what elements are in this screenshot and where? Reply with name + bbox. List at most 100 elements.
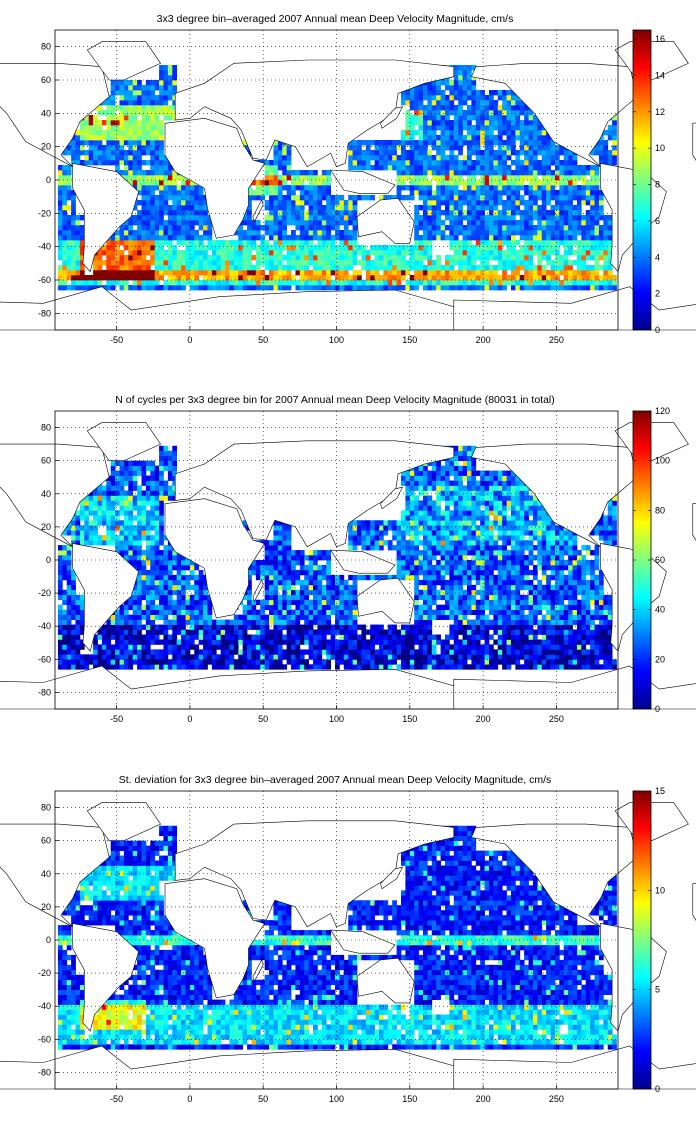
heat-cell [57,265,63,271]
heat-cell [532,165,538,171]
heat-cell [493,140,499,146]
heat-cell [145,210,151,216]
heat-cell [150,135,156,141]
heat-cell [106,520,112,526]
heat-cell [154,530,160,536]
heat-cell [524,260,529,266]
heat-cell [576,195,582,201]
heat-cell [203,634,208,640]
heat-cell [308,210,314,216]
heat-cell [247,200,252,206]
heat-cell [559,260,565,266]
heat-cell [176,639,182,645]
heat-cell [176,220,182,226]
heat-cell [84,285,90,291]
heat-cell [480,225,485,231]
heat-cell [572,205,578,211]
heat-cell [101,490,107,496]
heat-cell [57,584,63,591]
heat-cell [181,664,186,670]
heat-cell [572,195,578,201]
heat-cell [471,85,477,91]
heat-cell [154,145,160,151]
heat-cell [387,160,393,166]
heat-cell [273,170,279,176]
heat-cell [524,165,529,171]
heat-cell [71,644,76,650]
heat-cell [238,654,244,660]
heat-cell [286,594,292,601]
heat-cell [220,639,226,645]
heat-cell [71,280,76,286]
heat-cell [220,664,226,670]
heat-cell [405,125,411,131]
heat-cell [145,175,151,181]
heat-cell [150,80,156,86]
heat-cell [181,235,186,241]
heat-cell [93,160,98,166]
heat-cell [612,275,617,281]
heat-cell [62,644,68,650]
heat-cell [554,155,560,161]
heat-cell [93,649,98,655]
heat-cell [409,165,415,171]
y-tick-label: 20 [41,142,51,152]
heat-cell [181,225,186,231]
heat-cell [453,200,459,206]
heat-cell [418,150,424,156]
heat-cell [374,280,380,286]
heat-cell [506,255,512,261]
heat-cell [572,285,578,291]
heat-cell [295,569,301,576]
heat-cell [88,505,94,511]
heat-cell [62,175,68,181]
heat-cell [484,115,490,121]
heat-cell [176,285,182,291]
heat-cell [488,235,494,241]
heat-cell [326,190,331,196]
heat-cell [603,130,609,136]
heat-cell [401,90,406,96]
heat-cell [150,639,156,645]
heat-cell [115,245,120,251]
heat-cell [563,245,569,251]
heat-cell [299,275,305,281]
heat-cell [277,535,283,541]
heat-cell [352,235,358,241]
heat-cell [159,495,164,501]
heat-cell [304,564,309,571]
heat-cell [141,120,147,126]
heat-cell [167,105,173,111]
heat-cell [471,170,477,176]
heat-cell [247,589,252,596]
heat-cell [339,230,345,236]
heat-cell [510,265,516,271]
heat-cell [207,260,213,266]
heat-cell [71,624,76,630]
heat-cell [154,230,160,236]
heat-cell [198,205,204,211]
heat-cell [154,589,160,596]
panel-2-cells [57,445,617,670]
heat-cell [132,115,138,121]
heat-cell [132,639,138,645]
heat-cell [612,140,617,146]
heat-cell [167,550,173,556]
heat-cell [128,530,134,536]
heat-cell [163,644,169,650]
heat-cell [462,170,468,176]
heat-cell [493,115,499,121]
heat-cell [352,220,358,226]
heat-cell [269,609,274,615]
heat-cell [466,210,472,216]
heat-cell [255,265,261,271]
heat-cell [563,170,569,176]
heat-cell [150,190,156,196]
heat-cell [181,649,186,655]
heat-cell [550,285,556,291]
heat-cell [541,285,547,291]
heat-cell [537,205,543,211]
heat-cell [211,245,217,251]
heat-cell [181,265,186,271]
heat-cell [458,180,463,186]
